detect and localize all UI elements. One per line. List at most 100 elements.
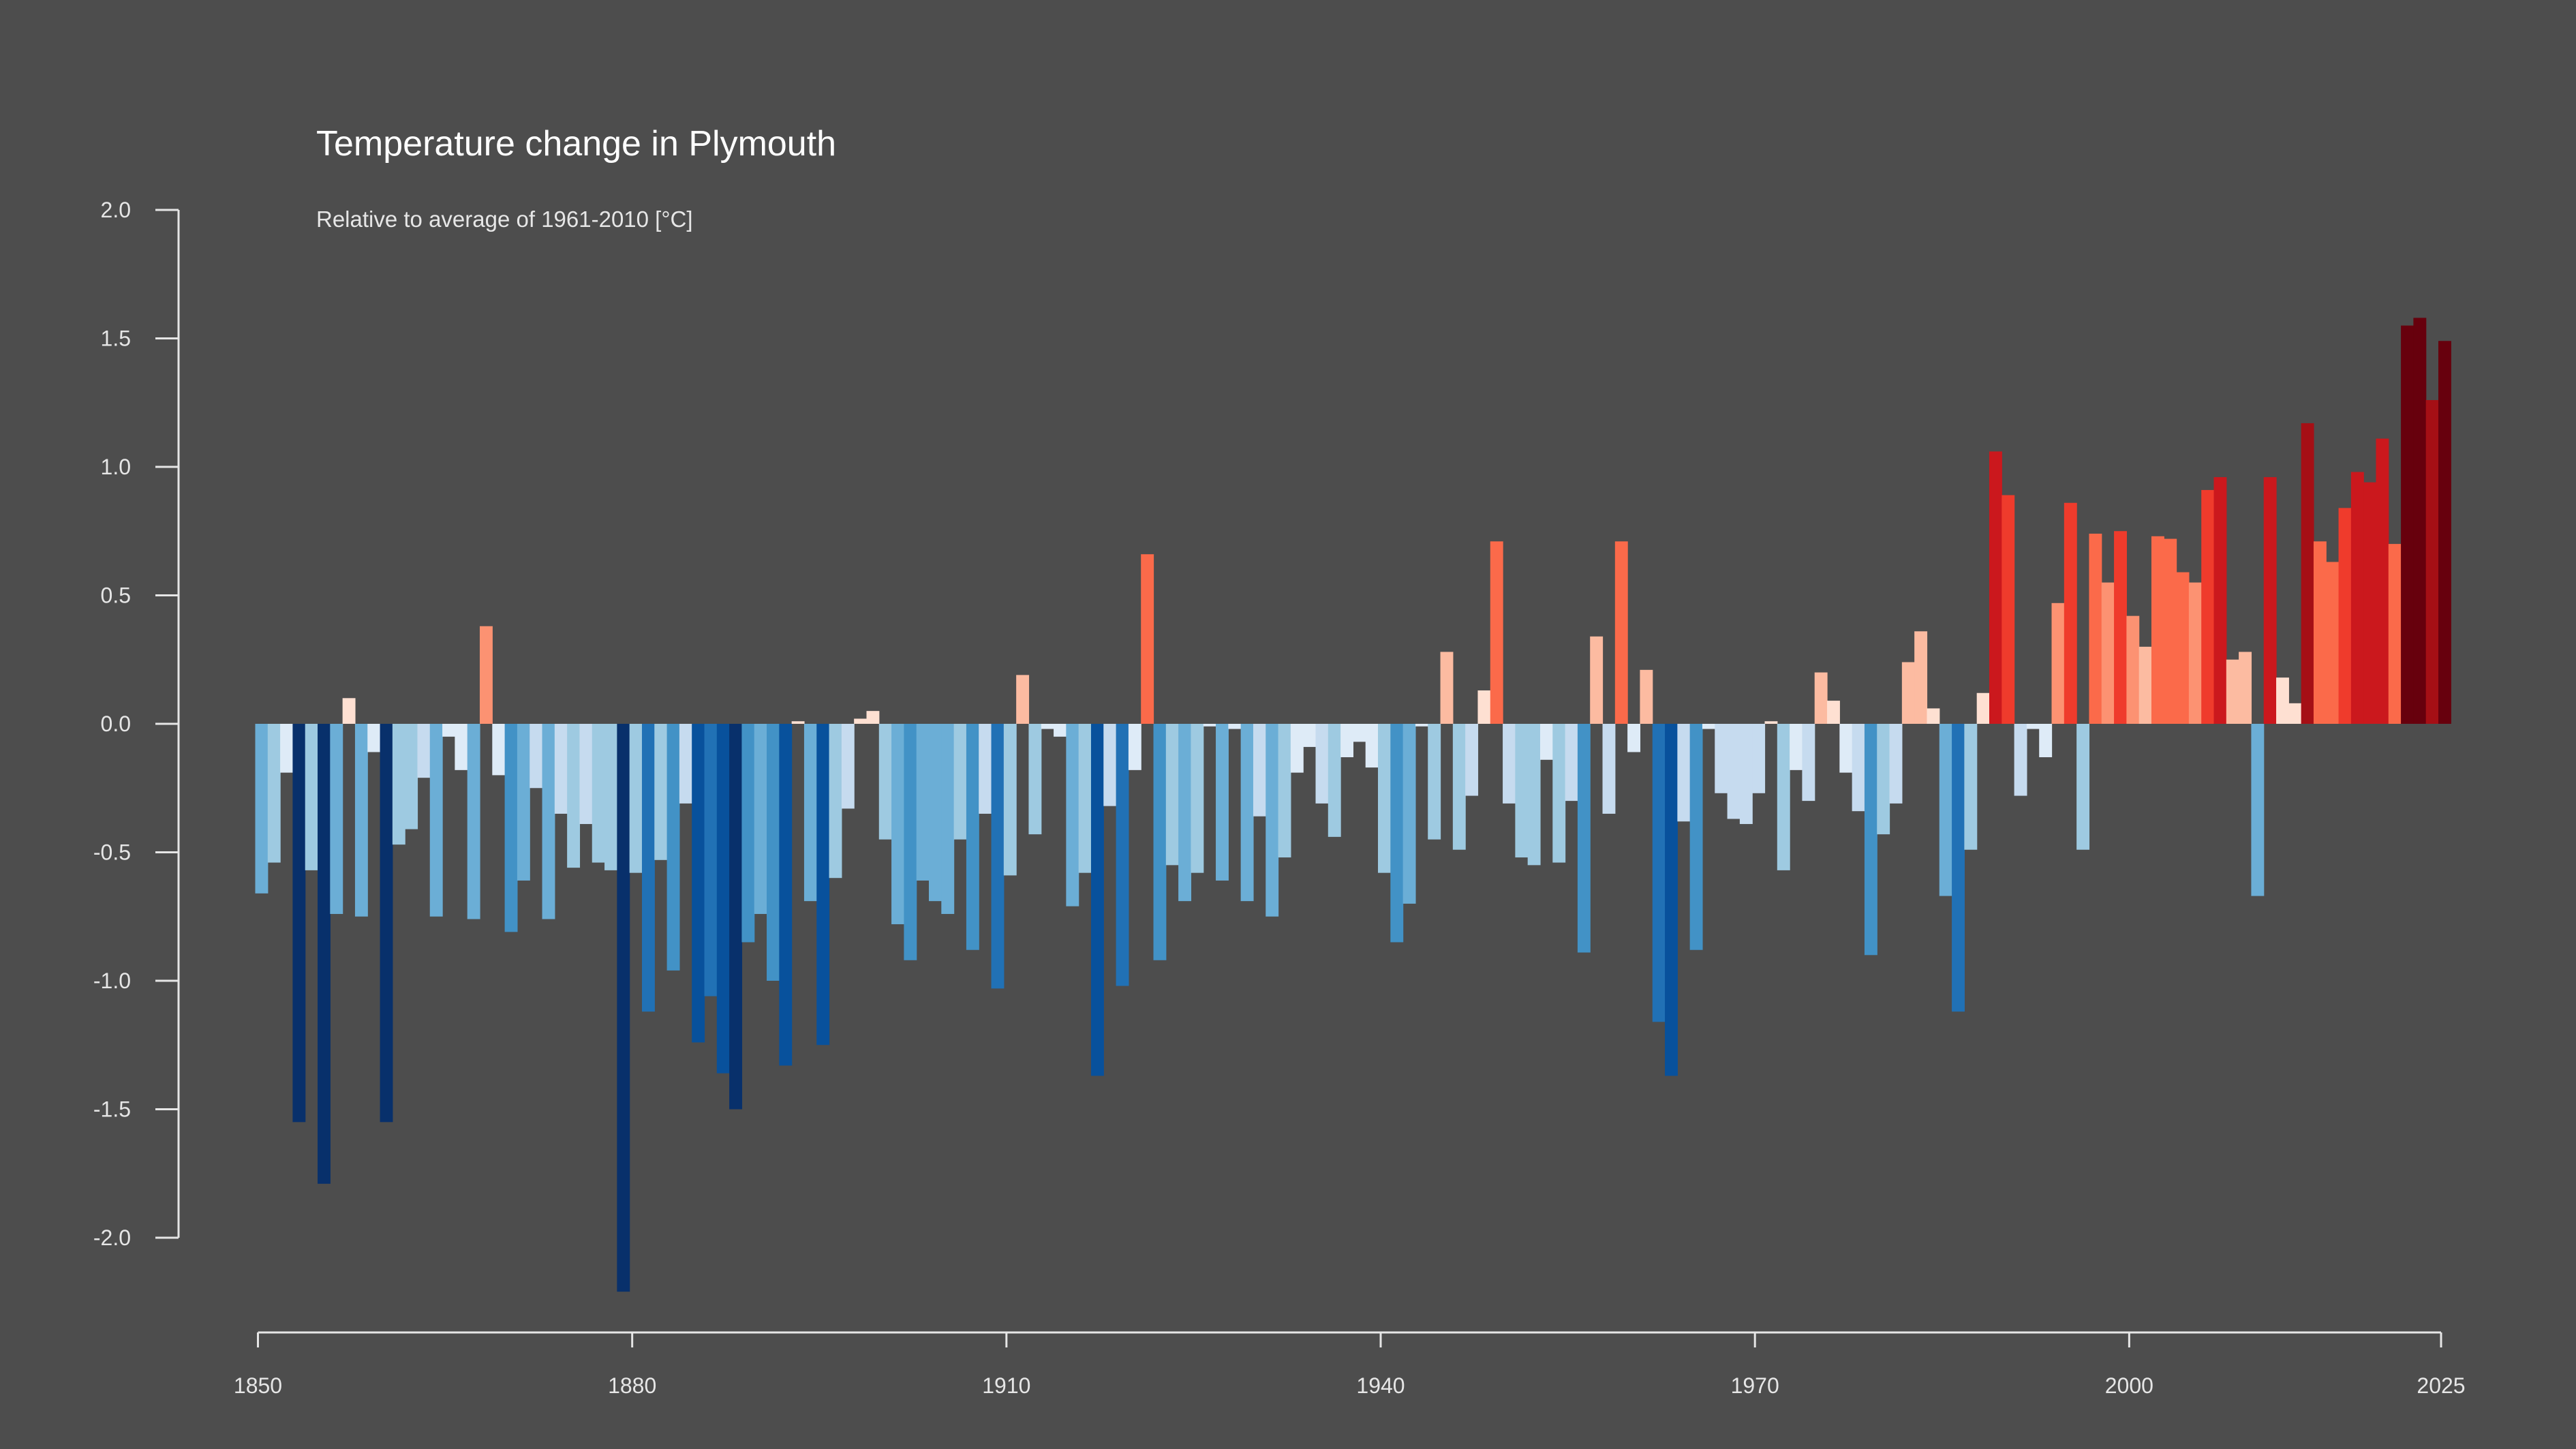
bar-1861: [392, 724, 405, 845]
bar-1942: [1402, 724, 1416, 904]
bar-1852: [280, 724, 294, 773]
bar-1853: [292, 724, 306, 1123]
x-axis: 1850 1880 1910 1940 1970 2000 2025: [234, 1331, 2466, 1398]
bar-1881: [641, 724, 655, 1012]
bars-group: [255, 318, 2451, 1292]
bar-1996: [2076, 724, 2090, 850]
bar-2020: [2376, 438, 2389, 724]
bar-1963: [1665, 724, 1678, 1076]
y-tick-label: 2.0: [101, 198, 131, 222]
bar-2010: [2251, 724, 2265, 896]
bar-1902: [904, 724, 917, 960]
bar-1976: [1827, 701, 1840, 724]
bar-1859: [367, 724, 381, 752]
bar-1926: [1203, 724, 1216, 727]
bar-1947: [1465, 724, 1479, 796]
bar-1912: [1028, 724, 1042, 835]
x-tick-label: 2025: [2417, 1373, 2465, 1398]
bar-1952: [1527, 724, 1541, 866]
bar-1929: [1240, 724, 1254, 902]
bar-1951: [1515, 724, 1529, 858]
bar-1920: [1128, 724, 1141, 770]
bar-1941: [1390, 724, 1404, 943]
bar-1985: [1939, 724, 1952, 896]
x-tick-label: 1910: [982, 1373, 1030, 1398]
bar-1923: [1165, 724, 1179, 866]
bar-1959: [1614, 541, 1628, 724]
bar-1932: [1278, 724, 1291, 858]
bar-1925: [1191, 724, 1204, 873]
bar-1998: [2101, 582, 2115, 724]
bar-1901: [891, 724, 904, 925]
bar-1875: [567, 724, 581, 868]
bar-1956: [1577, 724, 1591, 953]
bar-2009: [2239, 652, 2252, 724]
bar-1915: [1066, 724, 1079, 906]
bar-1965: [1689, 724, 1703, 950]
bar-1927: [1216, 724, 1229, 881]
bar-1979: [1864, 724, 1877, 956]
bar-2018: [2350, 472, 2364, 724]
bar-2006: [2201, 489, 2215, 724]
bar-2000: [2126, 615, 2140, 724]
bar-1967: [1715, 724, 1728, 793]
bar-1885: [692, 724, 705, 1043]
bar-1950: [1503, 724, 1516, 804]
bar-1892: [779, 724, 793, 1066]
bar-1977: [1839, 724, 1853, 773]
bar-1893: [791, 721, 805, 724]
y-tick-label: -2.0: [93, 1225, 131, 1250]
bar-1884: [679, 724, 692, 804]
bar-1945: [1440, 652, 1454, 724]
bar-2024: [2425, 399, 2439, 724]
bar-1854: [305, 724, 318, 870]
bar-1917: [1090, 724, 1104, 1076]
bar-1868: [480, 626, 493, 724]
bar-1922: [1153, 724, 1167, 960]
bar-2015: [2313, 541, 2327, 724]
bar-1909: [991, 724, 1005, 989]
bar-1864: [429, 724, 443, 917]
y-tick-label: 1.0: [101, 455, 131, 479]
bar-1851: [267, 724, 281, 863]
bar-1938: [1353, 724, 1366, 742]
bar-1891: [767, 724, 780, 981]
bar-1858: [354, 724, 368, 917]
bar-1991: [2014, 724, 2027, 796]
bar-1914: [1054, 724, 1067, 737]
bar-1931: [1266, 724, 1279, 917]
bar-1930: [1253, 724, 1266, 817]
bar-1906: [953, 724, 967, 840]
bar-2005: [2188, 582, 2202, 724]
bar-1866: [455, 724, 468, 770]
bar-1933: [1290, 724, 1304, 773]
bar-1946: [1452, 724, 1466, 850]
bar-1997: [2089, 534, 2102, 724]
bar-1989: [1989, 451, 2002, 724]
bar-1850: [255, 724, 269, 894]
bar-1990: [2002, 495, 2015, 724]
x-tick-label: 1940: [1356, 1373, 1405, 1398]
bar-1966: [1702, 724, 1715, 729]
bar-1889: [741, 724, 755, 943]
bar-1913: [1041, 724, 1054, 729]
bar-1994: [2051, 603, 2065, 724]
bar-2003: [2164, 538, 2177, 724]
bar-1961: [1640, 669, 1653, 724]
bar-1953: [1539, 724, 1553, 760]
bar-1987: [1964, 724, 1978, 850]
bar-2016: [2326, 562, 2340, 724]
bar-1896: [829, 724, 842, 879]
bar-2021: [2388, 544, 2402, 724]
bar-2012: [2276, 677, 2289, 724]
bar-1980: [1877, 724, 1890, 835]
x-tick-label: 1880: [608, 1373, 656, 1398]
bar-1888: [729, 724, 743, 1110]
bar-1903: [916, 724, 930, 881]
bar-2019: [2363, 482, 2377, 724]
bar-2011: [2263, 477, 2277, 724]
bar-2002: [2151, 536, 2164, 724]
bar-1960: [1627, 724, 1641, 752]
bar-2017: [2338, 508, 2352, 724]
bar-1935: [1315, 724, 1329, 804]
